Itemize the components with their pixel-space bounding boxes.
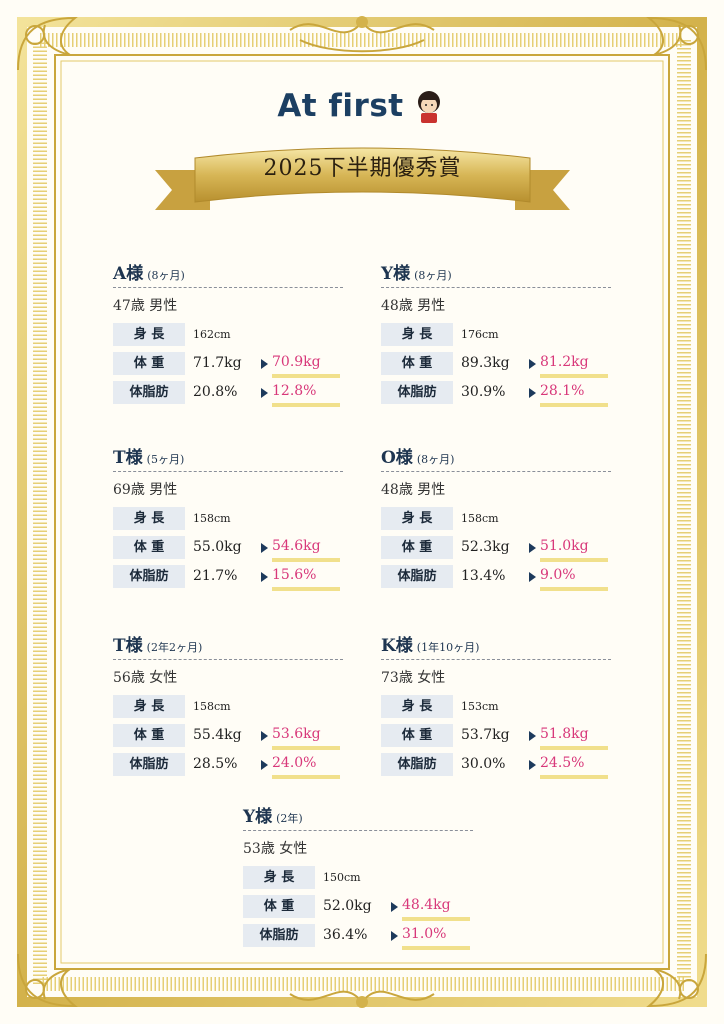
winner-card: T様 (2年2ヶ月) 56歳 女性 身 長 158cm 体 重 55.4kg 53.6k… <box>113 634 343 782</box>
divider <box>113 287 343 288</box>
age-gender: 56歳 女性 <box>113 670 178 686</box>
weight-row: 体 重 52.3kg 51.0kg <box>381 536 611 562</box>
divider <box>243 830 473 831</box>
winner-name: O様 (8ヶ月) <box>381 448 455 468</box>
winner-name: A様 (8ヶ月) <box>113 264 185 284</box>
height-row: 身 長 153cm <box>381 695 611 718</box>
winner-name: T様 (5ヶ月) <box>113 448 185 468</box>
winner-card: T様 (5ヶ月) 69歳 男性 身 長 158cm 体 重 55.0kg 54.6kg … <box>113 446 343 594</box>
winner-card: O様 (8ヶ月) 48歳 男性 身 長 158cm 体 重 52.3kg 51.0kg … <box>381 446 611 594</box>
arrow-right-icon <box>529 359 536 369</box>
divider <box>381 471 611 472</box>
divider <box>113 471 343 472</box>
weight-row: 体 重 55.0kg 54.6kg <box>113 536 343 562</box>
arrow-right-icon <box>391 931 398 941</box>
fat-row: 体脂肪 21.7% 15.6% <box>113 565 343 591</box>
divider <box>381 659 611 660</box>
logo-text: At first <box>277 88 404 124</box>
height-row: 身 長 150cm <box>243 866 473 889</box>
arrow-right-icon <box>261 572 268 582</box>
age-gender: 48歳 男性 <box>381 482 446 498</box>
winner-card: Y様 (2年) 53歳 女性 身 長 150cm 体 重 52.0kg 48.4kg 体… <box>243 805 473 953</box>
fat-row: 体脂肪 20.8% 12.8% <box>113 381 343 407</box>
weight-row: 体 重 53.7kg 51.8kg <box>381 724 611 750</box>
arrow-right-icon <box>529 760 536 770</box>
divider <box>381 287 611 288</box>
winner-name: Y様 (8ヶ月) <box>381 264 452 284</box>
height-row: 身 長 158cm <box>113 507 343 530</box>
height-row: 身 長 158cm <box>381 507 611 530</box>
arrow-right-icon <box>529 731 536 741</box>
height-row: 身 長 162cm <box>113 323 343 346</box>
weight-row: 体 重 52.0kg 48.4kg <box>243 895 473 921</box>
divider <box>113 659 343 660</box>
winner-name: K様 (1年10ヶ月) <box>381 636 480 656</box>
age-gender: 73歳 女性 <box>381 670 446 686</box>
gold-ribbon-banner <box>155 147 570 210</box>
fat-row: 体脂肪 30.0% 24.5% <box>381 753 611 779</box>
winner-card: K様 (1年10ヶ月) 73歳 女性 身 長 153cm 体 重 53.7kg 51.8… <box>381 634 611 782</box>
weight-row: 体 重 71.7kg 70.9kg <box>113 352 343 378</box>
arrow-right-icon <box>529 572 536 582</box>
age-gender: 48歳 男性 <box>381 298 446 314</box>
winner-card: A様 (8ヶ月) 47歳 男性 身 長 162cm 体 重 71.7kg 70.9kg … <box>113 262 343 410</box>
brand-logo: At first <box>0 88 724 124</box>
winner-name: Y様 (2年) <box>243 807 303 827</box>
arrow-right-icon <box>261 388 268 398</box>
winner-name: T様 (2年2ヶ月) <box>113 636 203 656</box>
weight-row: 体 重 55.4kg 53.6kg <box>113 724 343 750</box>
arrow-right-icon <box>391 902 398 912</box>
fat-row: 体脂肪 13.4% 9.0% <box>381 565 611 591</box>
winner-card: Y様 (8ヶ月) 48歳 男性 身 長 176cm 体 重 89.3kg 81.2kg … <box>381 262 611 410</box>
arrow-right-icon <box>529 388 536 398</box>
fat-row: 体脂肪 30.9% 28.1% <box>381 381 611 407</box>
arrow-right-icon <box>261 359 268 369</box>
age-gender: 69歳 男性 <box>113 482 178 498</box>
award-title: 2025下半期優秀賞 <box>263 156 462 181</box>
fat-row: 体脂肪 36.4% 31.0% <box>243 924 473 950</box>
arrow-right-icon <box>261 543 268 553</box>
weight-row: 体 重 89.3kg 81.2kg <box>381 352 611 378</box>
height-row: 身 長 176cm <box>381 323 611 346</box>
arrow-right-icon <box>529 543 536 553</box>
arrow-right-icon <box>261 731 268 741</box>
age-gender: 53歳 女性 <box>243 841 308 857</box>
age-gender: 47歳 男性 <box>113 298 178 314</box>
girl-mascot-icon <box>417 91 440 123</box>
height-row: 身 長 158cm <box>113 695 343 718</box>
fat-row: 体脂肪 28.5% 24.0% <box>113 753 343 779</box>
arrow-right-icon <box>261 760 268 770</box>
